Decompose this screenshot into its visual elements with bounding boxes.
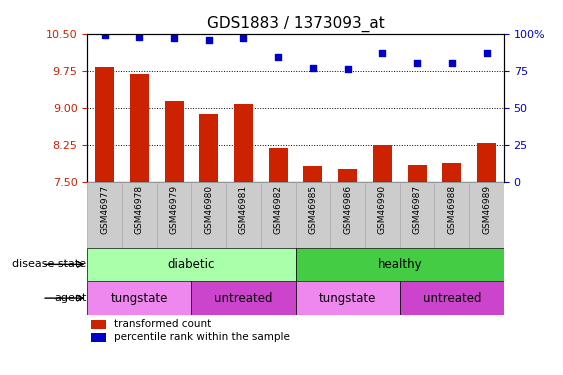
- Point: [204, 37, 213, 43]
- Bar: [365, 182, 400, 248]
- Bar: [296, 248, 504, 281]
- Text: diabetic: diabetic: [168, 258, 215, 271]
- Bar: [234, 104, 253, 182]
- Text: GSM46978: GSM46978: [135, 185, 144, 234]
- Text: tungstate: tungstate: [111, 292, 168, 304]
- Bar: [95, 68, 114, 182]
- Bar: [157, 182, 191, 248]
- Bar: [469, 182, 504, 248]
- Point: [239, 35, 248, 41]
- Bar: [400, 281, 504, 315]
- Text: GSM46980: GSM46980: [204, 185, 213, 234]
- Bar: [303, 166, 323, 182]
- Title: GDS1883 / 1373093_at: GDS1883 / 1373093_at: [207, 16, 385, 32]
- Bar: [226, 182, 261, 248]
- Bar: [191, 182, 226, 248]
- Text: GSM46987: GSM46987: [413, 185, 422, 234]
- Bar: [130, 74, 149, 182]
- Text: GSM46990: GSM46990: [378, 185, 387, 234]
- Bar: [477, 143, 496, 182]
- Bar: [261, 182, 296, 248]
- Text: disease state: disease state: [12, 260, 87, 269]
- Point: [482, 50, 491, 56]
- Bar: [443, 163, 461, 182]
- Bar: [191, 281, 296, 315]
- Point: [413, 60, 422, 66]
- Point: [135, 34, 144, 40]
- Point: [447, 60, 456, 66]
- Text: GSM46977: GSM46977: [100, 185, 109, 234]
- Text: transformed count: transformed count: [114, 319, 212, 329]
- Text: GSM46979: GSM46979: [169, 185, 178, 234]
- Bar: [296, 281, 400, 315]
- Bar: [373, 145, 392, 182]
- Bar: [91, 320, 106, 328]
- Bar: [296, 182, 330, 248]
- Bar: [269, 148, 288, 182]
- Text: GSM46986: GSM46986: [343, 185, 352, 234]
- Text: agent: agent: [54, 293, 87, 303]
- Text: untreated: untreated: [423, 292, 481, 304]
- Text: GSM46981: GSM46981: [239, 185, 248, 234]
- Bar: [91, 333, 106, 342]
- Bar: [87, 281, 191, 315]
- Bar: [408, 165, 427, 182]
- Point: [343, 66, 352, 72]
- Bar: [338, 168, 357, 182]
- Point: [100, 32, 109, 38]
- Text: GSM46989: GSM46989: [482, 185, 491, 234]
- Bar: [199, 114, 218, 182]
- Bar: [87, 182, 122, 248]
- Bar: [435, 182, 469, 248]
- Point: [274, 54, 283, 60]
- Bar: [122, 182, 157, 248]
- Text: untreated: untreated: [215, 292, 272, 304]
- Bar: [330, 182, 365, 248]
- Bar: [87, 248, 296, 281]
- Bar: [400, 182, 435, 248]
- Bar: [164, 101, 184, 182]
- Text: GSM46988: GSM46988: [448, 185, 456, 234]
- Text: healthy: healthy: [377, 258, 422, 271]
- Text: GSM46982: GSM46982: [274, 185, 283, 234]
- Point: [309, 65, 318, 71]
- Text: tungstate: tungstate: [319, 292, 376, 304]
- Text: percentile rank within the sample: percentile rank within the sample: [114, 333, 290, 342]
- Point: [378, 50, 387, 56]
- Text: GSM46985: GSM46985: [309, 185, 318, 234]
- Point: [169, 35, 178, 41]
